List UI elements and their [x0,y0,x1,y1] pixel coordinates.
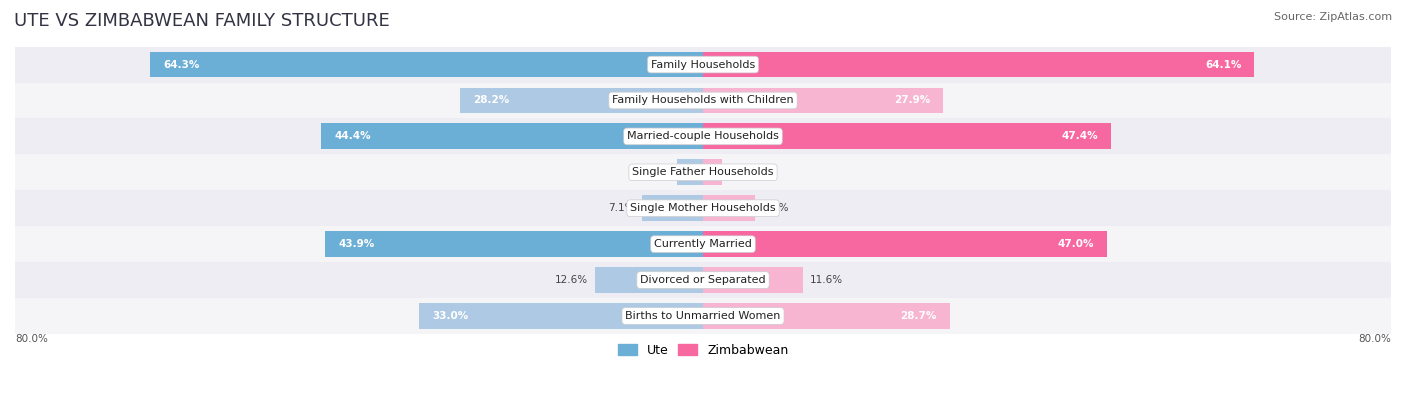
Bar [15,262,1391,298]
Bar [325,231,703,257]
Text: Single Mother Households: Single Mother Households [630,203,776,213]
Text: 6.1%: 6.1% [762,203,789,213]
Text: Single Father Households: Single Father Households [633,167,773,177]
Text: 12.6%: 12.6% [554,275,588,285]
Text: 47.0%: 47.0% [1057,239,1094,249]
Text: Family Households with Children: Family Households with Children [612,96,794,105]
Bar [15,226,1391,262]
Text: 43.9%: 43.9% [339,239,374,249]
Bar [643,195,703,221]
Bar [703,195,755,221]
Bar [461,88,703,113]
Text: 64.3%: 64.3% [163,60,200,70]
Bar [703,160,721,185]
Text: Currently Married: Currently Married [654,239,752,249]
Bar [703,303,950,329]
Bar [703,124,1111,149]
Text: Family Households: Family Households [651,60,755,70]
Text: 80.0%: 80.0% [15,334,48,344]
Legend: Ute, Zimbabwean: Ute, Zimbabwean [613,339,793,362]
Bar [321,124,703,149]
Text: UTE VS ZIMBABWEAN FAMILY STRUCTURE: UTE VS ZIMBABWEAN FAMILY STRUCTURE [14,12,389,30]
Text: 80.0%: 80.0% [1358,334,1391,344]
Bar [15,298,1391,334]
Text: Source: ZipAtlas.com: Source: ZipAtlas.com [1274,12,1392,22]
Text: 28.2%: 28.2% [474,96,509,105]
Bar [15,154,1391,190]
Bar [419,303,703,329]
Text: 64.1%: 64.1% [1205,60,1241,70]
Text: 7.1%: 7.1% [609,203,636,213]
Text: 27.9%: 27.9% [894,96,929,105]
Bar [15,47,1391,83]
Bar [595,267,703,293]
Bar [703,231,1107,257]
Bar [150,52,703,77]
Text: 3.0%: 3.0% [644,167,671,177]
Bar [703,88,943,113]
Text: 2.2%: 2.2% [728,167,755,177]
Text: Births to Unmarried Women: Births to Unmarried Women [626,311,780,321]
Bar [15,118,1391,154]
Text: 28.7%: 28.7% [901,311,936,321]
Bar [678,160,703,185]
Bar [15,83,1391,118]
Text: 11.6%: 11.6% [810,275,842,285]
Text: Divorced or Separated: Divorced or Separated [640,275,766,285]
Bar [703,52,1254,77]
Bar [703,267,803,293]
Text: 33.0%: 33.0% [432,311,468,321]
Text: 47.4%: 47.4% [1062,132,1098,141]
Bar [15,190,1391,226]
Text: Married-couple Households: Married-couple Households [627,132,779,141]
Text: 44.4%: 44.4% [335,132,371,141]
